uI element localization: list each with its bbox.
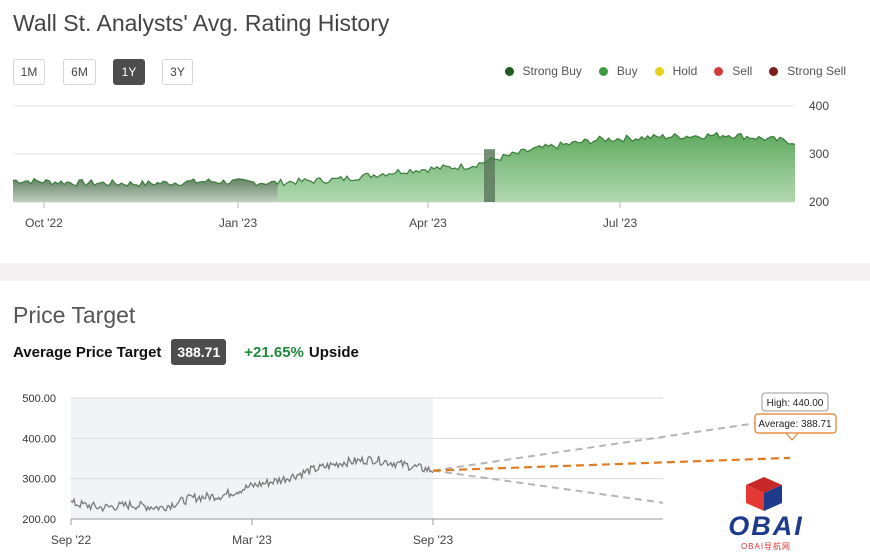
logo-wordmark: OBAI (728, 511, 804, 541)
legend-dot-icon (769, 66, 779, 76)
range-button-6m[interactable]: 6M (63, 59, 96, 85)
upside-label: Upside (308, 343, 359, 361)
obai-logo: OBAI OBAI导航网 (716, 475, 816, 555)
y-tick-label: 300.00 (22, 474, 56, 486)
y-tick-label: 400 (809, 99, 829, 113)
area-buy-segment (277, 132, 796, 202)
legend-label: Strong Buy (522, 64, 582, 78)
x-tick-label: Sep '22 (51, 533, 92, 547)
legend-label: Sell (732, 64, 753, 78)
area-hold-segment (13, 178, 278, 202)
price-target-title: Price Target (13, 302, 136, 328)
price-line (70, 455, 434, 513)
x-tick-label: Apr '23 (409, 216, 447, 230)
rating-line (12, 131, 796, 188)
legend-dot-icon (504, 66, 514, 76)
y-tick-label: 400.00 (22, 433, 56, 445)
x-tick-label: Mar '23 (232, 533, 272, 547)
legend-dot-icon (598, 66, 608, 76)
average-tooltip-text: Average: 388.71 (758, 419, 832, 430)
average-price-target-row: Average Price Target 388.71 +21.65% Upsi… (13, 339, 359, 365)
legend-item-buy[interactable]: Buy (598, 64, 638, 78)
rating-history-chart: 400 300 200 Oct '22 Jan '23 Apr '23 Jul '23 (12, 99, 829, 230)
high-tooltip-box (761, 392, 829, 412)
section-divider (0, 263, 870, 281)
legend-item-hold[interactable]: Hold (654, 64, 698, 78)
legend-dot-icon (714, 66, 724, 76)
x-tick-label: Sep '23 (413, 533, 454, 547)
range-button-1m[interactable]: 1M (13, 59, 45, 85)
average-price-target-label: Average Price Target (13, 343, 162, 361)
upside-percent: +21.65% (244, 343, 304, 361)
rating-legend: Strong Buy Buy Hold Sell Strong Sell (504, 64, 846, 78)
low-projection-line (432, 469, 664, 504)
x-tick-label: Jan '23 (219, 216, 258, 230)
tooltip-pointer-icon (784, 432, 800, 441)
range-button-3y[interactable]: 3Y (162, 59, 193, 85)
rating-history-title: Wall St. Analysts' Avg. Rating History (13, 10, 390, 36)
high-tooltip: High: 440.00 (761, 392, 829, 412)
logo-subtitle: OBAI导航网 (740, 542, 792, 551)
high-projection-line (432, 417, 791, 472)
rating-marker-bar (484, 149, 495, 202)
average-tooltip: Average: 388.71 (754, 413, 837, 441)
range-button-1y[interactable]: 1Y (113, 59, 145, 85)
high-tooltip-text: High: 440.00 (767, 398, 824, 409)
x-tick-label: Oct '22 (25, 216, 63, 230)
legend-label: Buy (616, 64, 638, 78)
history-shade (71, 398, 433, 519)
y-tick-label: 300 (809, 147, 829, 161)
y-tick-label: 200 (809, 195, 829, 209)
legend-label: Strong Sell (787, 64, 846, 78)
legend-dot-icon (654, 66, 664, 76)
y-tick-label: 500.00 (22, 393, 56, 405)
legend-label: Hold (672, 64, 698, 78)
legend-item-sell[interactable]: Sell (714, 64, 752, 78)
average-price-target-value: 388.71 (171, 339, 227, 365)
average-projection-line (432, 456, 791, 472)
legend-item-strong-sell[interactable]: Strong Sell (769, 64, 846, 78)
y-tick-label: 200.00 (22, 514, 56, 526)
x-tick-label: Jul '23 (603, 216, 638, 230)
legend-item-strong-buy[interactable]: Strong Buy (504, 64, 582, 78)
